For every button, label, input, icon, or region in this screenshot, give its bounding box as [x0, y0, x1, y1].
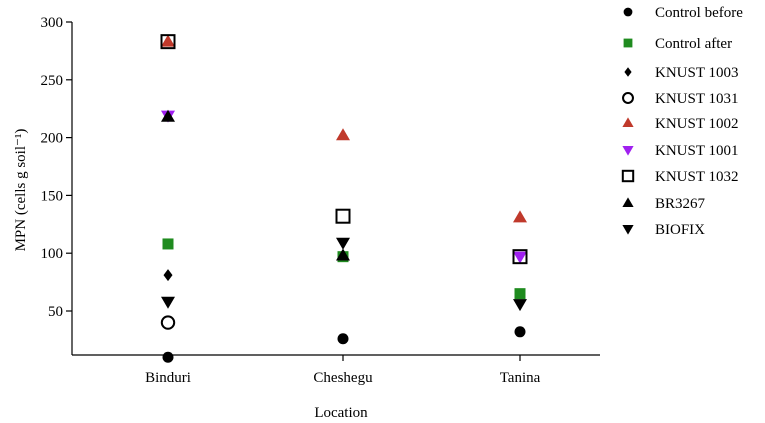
point-biofix — [513, 299, 527, 312]
point-biofix — [161, 296, 175, 309]
point-knust-1032 — [335, 208, 351, 224]
legend-marker-knust-1002 — [622, 117, 634, 127]
x-axis-title: Location — [314, 405, 368, 421]
point-br3267 — [161, 109, 175, 122]
y-tick-label: 250 — [41, 73, 64, 89]
legend-label-knust-1001: KNUST 1001 — [655, 143, 738, 159]
point-control-before — [162, 351, 174, 363]
x-category-label: Cheshegu — [313, 370, 373, 386]
legend-label-knust-1032: KNUST 1032 — [655, 169, 738, 185]
y-tick-label: 100 — [41, 246, 64, 262]
point-control-before — [337, 333, 349, 345]
y-tick-label: 150 — [41, 188, 64, 204]
legend-marker-biofix — [622, 225, 634, 235]
legend-label-br3267: BR3267 — [655, 196, 706, 212]
point-knust-1032 — [160, 34, 176, 50]
legend-label-control-before: Control before — [655, 5, 743, 21]
point-biofix — [336, 237, 350, 250]
legend-label-knust-1002: KNUST 1002 — [655, 116, 738, 132]
y-tick-label: 300 — [41, 15, 64, 31]
y-tick-label: 200 — [41, 131, 64, 147]
legend-marker-knust-1031 — [622, 92, 634, 104]
x-category-label: Tanina — [500, 370, 541, 386]
point-knust-1003 — [163, 269, 173, 282]
point-control-after — [162, 238, 174, 250]
legend-label-knust-1003: KNUST 1003 — [655, 65, 738, 81]
legend: Control before Control after KNUST 1003 KNU… — [621, 5, 743, 238]
legend-marker-knust-1001 — [622, 146, 634, 156]
point-control-after — [514, 288, 526, 300]
legend-marker-control-before — [623, 7, 633, 17]
point-knust-1001 — [513, 251, 527, 264]
y-tick-label: 50 — [48, 304, 63, 320]
point-knust-1031 — [160, 315, 176, 330]
legend-label-knust-1031: KNUST 1031 — [655, 91, 738, 107]
legend-label-control-after: Control after — [655, 36, 732, 52]
legend-marker-knust-1003 — [624, 67, 632, 77]
legend-marker-control-after — [623, 38, 633, 48]
point-knust-1032 — [512, 249, 528, 265]
legend-marker-br3267 — [622, 197, 634, 207]
data-points — [160, 34, 528, 363]
point-br3267 — [336, 248, 350, 261]
x-category-label: Binduri — [145, 370, 191, 386]
point-knust-1002 — [336, 128, 350, 141]
axes — [71, 22, 600, 356]
point-knust-1002 — [513, 210, 527, 223]
x-category-labels: Binduri Cheshegu Tanina — [145, 355, 541, 386]
y-axis-title: MPN (cells g soil⁻¹) — [13, 129, 29, 252]
y-ticks: 50 100 150 200 250 300 — [41, 15, 72, 320]
legend-label-biofix: BIOFIX — [655, 222, 705, 238]
point-knust-1002 — [161, 34, 175, 47]
legend-marker-knust-1032 — [621, 169, 635, 183]
point-control-before — [514, 326, 526, 338]
